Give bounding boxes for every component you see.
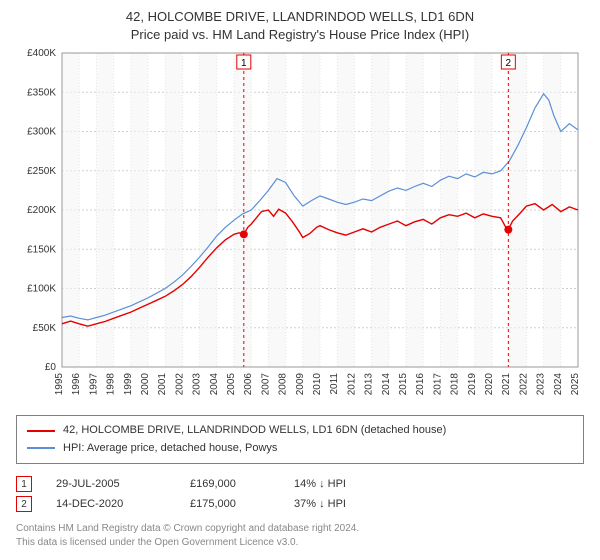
svg-text:£50K: £50K: [33, 323, 57, 334]
svg-text:2: 2: [506, 58, 512, 69]
svg-text:£100K: £100K: [27, 284, 56, 295]
legend-label-hpi: HPI: Average price, detached house, Powy…: [63, 440, 277, 458]
sale-marker-2-box: 2: [16, 496, 32, 512]
sale-marker-2-number: 2: [21, 499, 27, 510]
svg-text:2007: 2007: [260, 373, 271, 396]
sales-table: 1 29-JUL-2005 £169,000 14% ↓ HPI 2 14-DE…: [16, 474, 584, 514]
chart-title: 42, HOLCOMBE DRIVE, LLANDRINDOD WELLS, L…: [16, 8, 584, 43]
sale-1-delta: 14% ↓ HPI: [294, 478, 384, 490]
svg-text:£350K: £350K: [27, 87, 56, 98]
chart-svg: £0 £50K £100K £150K £200K £250K £300K £350K £400…: [16, 47, 584, 407]
svg-text:2018: 2018: [450, 373, 461, 396]
legend-row-hpi: HPI: Average price, detached house, Powy…: [27, 440, 573, 458]
svg-text:2005: 2005: [226, 373, 237, 396]
sale-marker-1-number: 1: [21, 479, 27, 490]
svg-text:2020: 2020: [484, 373, 495, 396]
sales-row: 1 29-JUL-2005 £169,000 14% ↓ HPI: [16, 474, 584, 494]
sale-marker-1-box: 1: [16, 476, 32, 492]
svg-text:2011: 2011: [329, 373, 340, 395]
svg-text:2024: 2024: [553, 373, 564, 396]
legend-swatch-hpi: [27, 447, 55, 449]
svg-text:2022: 2022: [518, 373, 529, 396]
sale-1-date: 29-JUL-2005: [56, 478, 166, 490]
svg-text:2015: 2015: [398, 373, 409, 396]
svg-text:2025: 2025: [570, 373, 581, 396]
svg-text:£300K: £300K: [27, 127, 56, 138]
svg-text:2021: 2021: [501, 373, 512, 396]
attribution-footer: Contains HM Land Registry data © Crown c…: [16, 522, 584, 549]
sale-1-price: £169,000: [190, 478, 270, 490]
svg-text:1: 1: [241, 58, 247, 69]
svg-text:1999: 1999: [123, 373, 134, 396]
svg-text:£400K: £400K: [27, 48, 56, 59]
svg-text:£150K: £150K: [27, 244, 56, 255]
svg-text:2010: 2010: [312, 373, 323, 396]
sale-2-delta: 37% ↓ HPI: [294, 498, 384, 510]
svg-text:2000: 2000: [140, 373, 151, 396]
title-line-2: Price paid vs. HM Land Registry's House …: [16, 26, 584, 44]
svg-text:2004: 2004: [209, 373, 220, 396]
legend-swatch-property: [27, 430, 55, 432]
svg-text:1998: 1998: [106, 373, 117, 396]
legend-label-property: 42, HOLCOMBE DRIVE, LLANDRINDOD WELLS, L…: [63, 422, 446, 440]
svg-text:2017: 2017: [432, 373, 443, 396]
legend-row-property: 42, HOLCOMBE DRIVE, LLANDRINDOD WELLS, L…: [27, 422, 573, 440]
svg-text:2014: 2014: [381, 373, 392, 396]
svg-text:2006: 2006: [243, 373, 254, 396]
svg-text:2009: 2009: [295, 373, 306, 396]
svg-text:1996: 1996: [71, 373, 82, 396]
svg-text:£200K: £200K: [27, 205, 56, 216]
svg-text:£250K: £250K: [27, 166, 56, 177]
title-line-1: 42, HOLCOMBE DRIVE, LLANDRINDOD WELLS, L…: [16, 8, 584, 26]
footer-line-2: This data is licensed under the Open Gov…: [16, 536, 584, 550]
svg-text:2002: 2002: [174, 373, 185, 396]
sale-2-price: £175,000: [190, 498, 270, 510]
svg-text:2003: 2003: [192, 373, 203, 396]
legend: 42, HOLCOMBE DRIVE, LLANDRINDOD WELLS, L…: [16, 415, 584, 464]
svg-text:2016: 2016: [415, 373, 426, 396]
footer-line-1: Contains HM Land Registry data © Crown c…: [16, 522, 584, 536]
svg-text:2013: 2013: [364, 373, 375, 396]
svg-text:2001: 2001: [157, 373, 168, 396]
svg-text:£0: £0: [45, 362, 57, 373]
svg-text:1995: 1995: [54, 373, 65, 396]
svg-text:2012: 2012: [346, 373, 357, 396]
svg-text:1997: 1997: [88, 373, 99, 396]
svg-text:2023: 2023: [536, 373, 547, 396]
svg-text:2019: 2019: [467, 373, 478, 396]
chart-card: 42, HOLCOMBE DRIVE, LLANDRINDOD WELLS, L…: [0, 0, 600, 560]
sales-row: 2 14-DEC-2020 £175,000 37% ↓ HPI: [16, 494, 584, 514]
chart: £0 £50K £100K £150K £200K £250K £300K £350K £400…: [16, 47, 584, 407]
sale-2-date: 14-DEC-2020: [56, 498, 166, 510]
svg-text:2008: 2008: [278, 373, 289, 396]
